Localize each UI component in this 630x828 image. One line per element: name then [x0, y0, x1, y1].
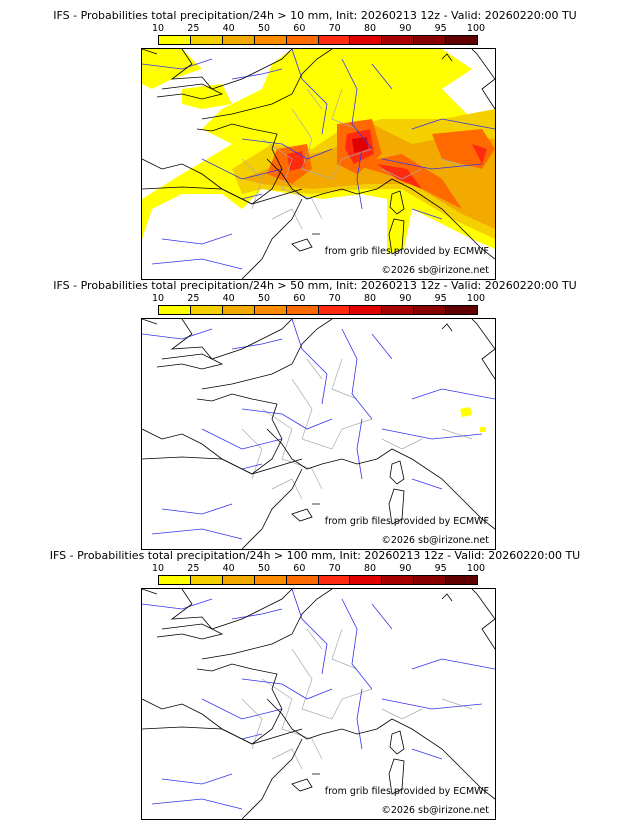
colorbar-swatch	[382, 36, 415, 44]
credit-source: from grib files provided by ECMWF	[325, 786, 489, 797]
colorbar-tick-label: 80	[363, 23, 377, 34]
precip-area	[352, 137, 368, 153]
colorbar-swatch	[446, 576, 478, 584]
colorbar-swatch	[222, 576, 255, 584]
colorbar-tick-label: 40	[222, 293, 235, 304]
colorbar-swatch	[254, 306, 287, 314]
colorbar-swatch	[446, 306, 478, 314]
colorbar-tick-label: 50	[257, 563, 271, 574]
borders	[241, 628, 473, 770]
colorbar-tick-label: 25	[187, 293, 200, 304]
colorbar-tick-label: 40	[222, 563, 235, 574]
colorbar-swatch	[318, 576, 351, 584]
colorbar-swatch	[414, 576, 447, 584]
colorbar-tick-label: 100	[466, 563, 486, 574]
credit-copyright: ©2026 sb@irizone.net	[381, 265, 489, 276]
colorbar-swatch	[318, 36, 351, 44]
colorbar-ticks: 10 25 40 50 60 70 80 90 95 100	[152, 293, 485, 304]
colorbar	[158, 35, 478, 45]
colorbar-swatch	[254, 36, 287, 44]
colorbar-tick-label: 60	[293, 23, 306, 34]
colorbar-tick-label: 60	[293, 293, 306, 304]
colorbar	[158, 575, 478, 585]
colorbar-swatch	[190, 576, 223, 584]
panel-title: IFS - Probabilities total precipitation/…	[53, 279, 577, 292]
colorbar-tick-label: 90	[399, 293, 412, 304]
colorbar-tick-label: 60	[293, 563, 306, 574]
colorbar-tick-label: 95	[434, 293, 447, 304]
colorbar-tick-label: 80	[363, 293, 377, 304]
colorbar-tick-label: 10	[151, 23, 165, 34]
colorbar-swatch	[350, 36, 383, 44]
colorbar-swatch	[350, 306, 383, 314]
precip-area	[242, 124, 495, 229]
colorbar-tick-label: 80	[363, 563, 377, 574]
precip-probability-layer	[142, 49, 495, 254]
colorbar-ticks: 10 25 40 50 60 70 80 90 95 100	[152, 563, 485, 574]
borders	[241, 88, 473, 230]
probability-map: from grib files provided by ECMWF ©2026 …	[141, 48, 496, 280]
probability-map: from grib files provided by ECMWF ©2026 …	[141, 318, 496, 550]
colorbar-swatch	[414, 306, 447, 314]
colorbar-swatch	[286, 36, 319, 44]
probability-map: from grib files provided by ECMWF ©2026 …	[141, 588, 496, 820]
rivers	[142, 49, 495, 270]
colorbar-tick-label: 10	[151, 563, 165, 574]
colorbar-tick-label: 70	[328, 293, 341, 304]
colorbar-tick-label: 25	[187, 563, 200, 574]
colorbar-swatch	[190, 36, 223, 44]
colorbar-tick-label: 25	[187, 23, 200, 34]
colorbar-swatch	[286, 576, 319, 584]
rivers	[142, 589, 495, 810]
colorbar-swatch	[382, 576, 415, 584]
colorbar-swatch	[159, 576, 191, 584]
coastlines	[142, 49, 495, 279]
credit-copyright: ©2026 sb@irizone.net	[381, 805, 489, 816]
colorbar-swatch	[254, 576, 287, 584]
precip-probability-layer	[460, 407, 486, 432]
forecast-panel: IFS - Probabilities total precipitation/…	[0, 0, 630, 280]
colorbar-swatch	[382, 306, 415, 314]
colorbar-tick-label: 50	[257, 293, 271, 304]
colorbar-ticks: 10 25 40 50 60 70 80 90 95 100	[152, 23, 485, 34]
colorbar-tick-label: 10	[151, 293, 165, 304]
colorbar-swatch	[318, 306, 351, 314]
precip-area	[267, 119, 495, 209]
colorbar-tick-label: 70	[328, 23, 341, 34]
colorbar-tick-label: 95	[434, 563, 447, 574]
colorbar-tick-label: 90	[399, 563, 412, 574]
credit-source: from grib files provided by ECMWF	[325, 246, 489, 257]
colorbar-tick-label: 50	[257, 23, 271, 34]
colorbar-swatch	[350, 576, 383, 584]
colorbar-swatch	[222, 36, 255, 44]
credit-copyright: ©2026 sb@irizone.net	[381, 535, 489, 546]
colorbar-tick-label: 100	[466, 23, 486, 34]
colorbar-tick-label: 95	[434, 23, 447, 34]
coastlines	[142, 319, 495, 549]
colorbar-swatch	[446, 36, 478, 44]
colorbar	[158, 305, 478, 315]
forecast-panel: IFS - Probabilities total precipitation/…	[0, 270, 630, 550]
colorbar-swatch	[286, 306, 319, 314]
credit-source: from grib files provided by ECMWF	[325, 516, 489, 527]
colorbar-swatch	[222, 306, 255, 314]
rivers	[142, 319, 495, 540]
colorbar-tick-label: 40	[222, 23, 235, 34]
colorbar-swatch	[159, 36, 191, 44]
panel-title: IFS - Probabilities total precipitation/…	[53, 9, 577, 22]
colorbar-swatch	[159, 306, 191, 314]
colorbar-swatch	[414, 36, 447, 44]
coastlines	[142, 589, 495, 819]
forecast-panel: IFS - Probabilities total precipitation/…	[0, 540, 630, 820]
colorbar-tick-label: 100	[466, 293, 486, 304]
borders	[241, 358, 473, 500]
panel-title: IFS - Probabilities total precipitation/…	[49, 549, 581, 562]
precip-area	[142, 49, 232, 109]
colorbar-tick-label: 90	[399, 23, 412, 34]
colorbar-swatch	[190, 306, 223, 314]
colorbar-tick-label: 70	[328, 563, 341, 574]
precip-area	[460, 407, 486, 432]
